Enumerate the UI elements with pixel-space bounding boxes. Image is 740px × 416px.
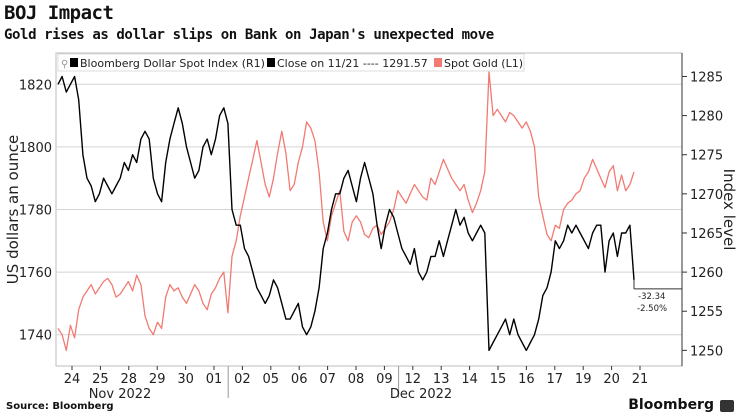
y-left-axis-title: US dollars an ounce	[4, 135, 22, 284]
y-right-tick-label: 1250	[690, 344, 723, 359]
y-right-tick-label: 1280	[690, 110, 723, 125]
y-left-tick-label: 1740	[19, 329, 52, 344]
y-right-axis-title: Index level	[720, 169, 738, 251]
pct-change-annotation: -2.50%	[637, 304, 667, 314]
legend-swatch	[434, 58, 442, 67]
month-label: Dec 2022	[390, 387, 452, 402]
x-tick-label: 21	[632, 372, 649, 387]
y-left-tick-label: 1800	[19, 141, 52, 156]
y-right-tick-label: 1275	[690, 149, 723, 164]
y-left-tick-label: 1820	[19, 78, 52, 93]
x-tick-label: 29	[149, 372, 166, 387]
x-tick-label: 02	[234, 372, 251, 387]
x-tick-label: 05	[263, 372, 280, 387]
x-tick-label: 14	[461, 372, 478, 387]
y-right-tick-label: 1265	[690, 227, 723, 242]
bloomberg-mark-icon	[720, 400, 734, 412]
x-tick-label: 08	[348, 372, 365, 387]
x-tick-label: 01	[206, 372, 223, 387]
x-tick-label: 20	[603, 372, 620, 387]
y-right-tick-label: 1270	[690, 188, 723, 203]
month-label: Nov 2022	[89, 387, 152, 402]
x-tick-label: 28	[121, 372, 138, 387]
x-tick-label: 15	[490, 372, 507, 387]
y-left-tick-label: 1760	[19, 266, 52, 281]
x-tick-label: 16	[518, 372, 535, 387]
legend-box	[57, 53, 525, 72]
x-tick-label: 06	[291, 372, 308, 387]
x-tick-label: 17	[547, 372, 564, 387]
x-tick-label: 30	[177, 372, 194, 387]
source-note: Source: Bloomberg	[6, 401, 114, 412]
chart-title: BOJ Impact	[4, 2, 114, 24]
gold-series-line	[57, 71, 635, 352]
y-left-tick-label: 1780	[19, 204, 52, 219]
dollar-series-line	[57, 75, 635, 352]
legend-pin-icon: ⚲	[61, 59, 68, 70]
y-right-tick-label: 1255	[690, 305, 723, 320]
x-tick-label: 09	[376, 372, 393, 387]
x-tick-label: 24	[64, 372, 81, 387]
legend-label: Spot Gold (L1)	[444, 57, 523, 70]
x-tick-label: 19	[575, 372, 592, 387]
x-tick-label: 07	[319, 372, 336, 387]
legend-label: Bloomberg Dollar Spot Index (R1)	[80, 57, 265, 70]
x-tick-label: 13	[433, 372, 450, 387]
legend-swatch	[70, 58, 78, 67]
bloomberg-logo: Bloomberg	[628, 397, 714, 413]
legend-label: Close on 11/21 ---- 1291.57	[277, 57, 428, 70]
change-annotation: -32.34	[638, 292, 665, 302]
x-tick-label: 12	[405, 372, 422, 387]
chart-subtitle: Gold rises as dollar slips on Bank on Ja…	[4, 27, 494, 43]
y-right-tick-label: 1260	[690, 266, 723, 281]
legend-swatch	[267, 58, 275, 67]
x-tick-label: 25	[92, 372, 109, 387]
y-right-tick-label: 1285	[690, 70, 723, 85]
